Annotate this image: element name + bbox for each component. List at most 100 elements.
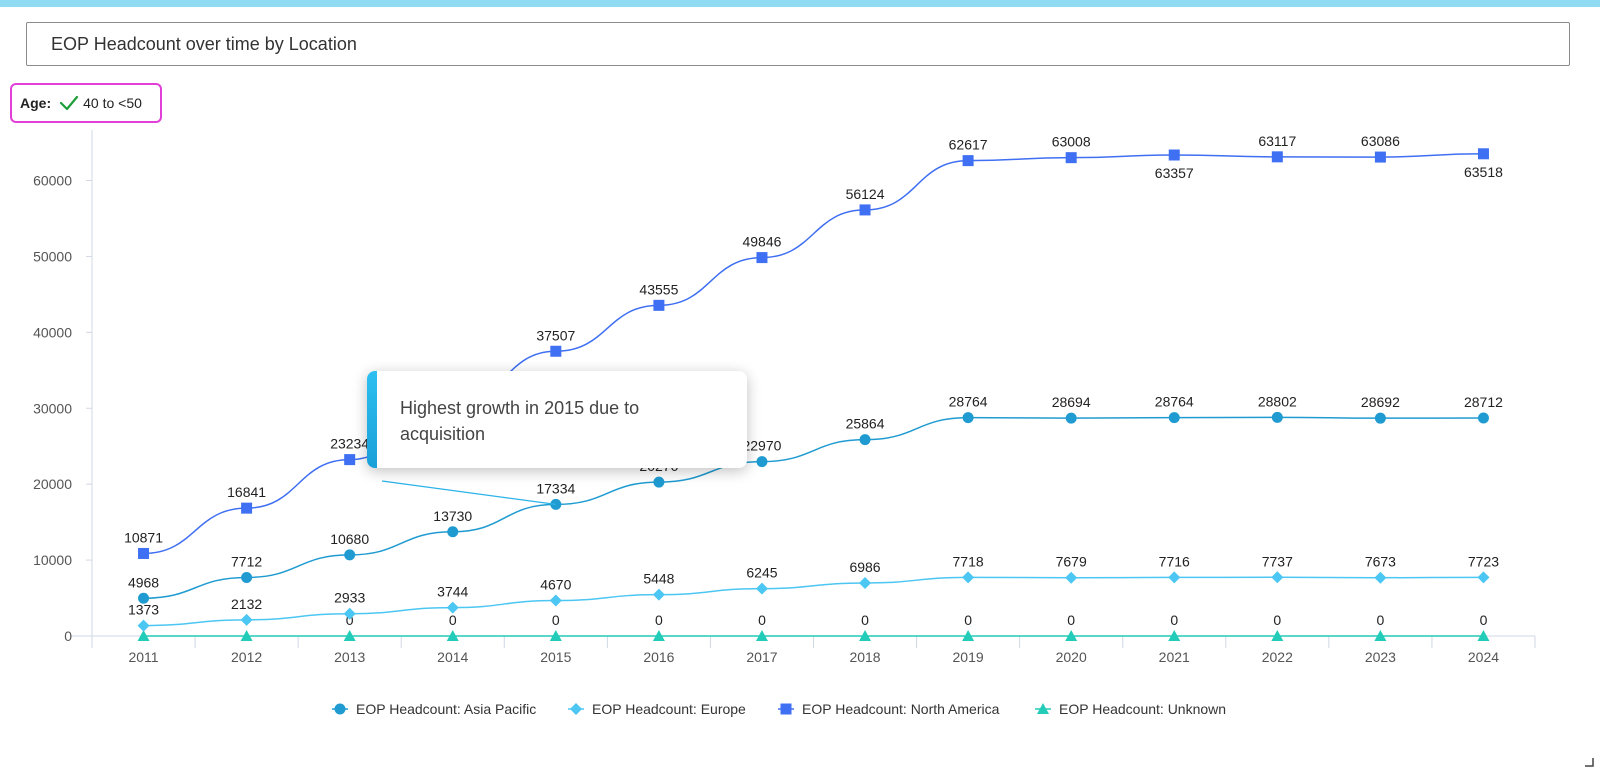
data-point[interactable] (240, 630, 253, 641)
age-filter-chip[interactable]: Age: 40 to <50 (10, 83, 162, 123)
data-point[interactable] (447, 526, 459, 538)
data-point[interactable] (859, 434, 871, 446)
data-point[interactable] (138, 547, 150, 559)
data-label: 49846 (742, 234, 781, 250)
data-point[interactable] (343, 630, 356, 641)
data-label: 13730 (433, 508, 472, 524)
data-label: 63117 (1258, 133, 1296, 149)
data-label: 5448 (643, 571, 674, 587)
data-label: 25864 (846, 416, 885, 432)
data-point[interactable] (962, 412, 974, 424)
data-label: 62617 (949, 137, 988, 153)
resize-handle-icon[interactable] (1584, 757, 1594, 767)
data-point[interactable] (1271, 151, 1283, 163)
data-label: 10680 (330, 531, 369, 547)
series-line-europe (143, 576, 1484, 627)
data-point[interactable] (1477, 571, 1490, 584)
legend-item-label: EOP Headcount: Asia Pacific (356, 701, 536, 717)
data-point[interactable] (446, 630, 459, 641)
data-point[interactable] (137, 630, 150, 641)
data-point[interactable] (1477, 148, 1489, 160)
legend-marker[interactable] (780, 703, 792, 715)
data-point[interactable] (859, 630, 872, 641)
data-label: 28694 (1052, 394, 1091, 410)
data-point[interactable] (1065, 412, 1077, 424)
data-label: 2132 (231, 596, 262, 612)
x-tick-label: 2022 (1262, 649, 1293, 665)
data-point[interactable] (962, 155, 974, 167)
legend-item-label: EOP Headcount: Unknown (1059, 701, 1226, 717)
x-tick-label: 2012 (231, 649, 262, 665)
data-point[interactable] (343, 607, 356, 620)
legend-marker[interactable] (334, 703, 346, 715)
data-point[interactable] (1168, 630, 1181, 641)
data-point[interactable] (1271, 411, 1283, 423)
data-label: 0 (964, 612, 972, 628)
data-label: 7737 (1262, 553, 1293, 569)
data-point[interactable] (549, 630, 562, 641)
data-point[interactable] (550, 345, 562, 357)
data-point[interactable] (962, 630, 975, 641)
legend-marker[interactable] (570, 703, 582, 715)
data-point[interactable] (653, 299, 665, 311)
data-point[interactable] (652, 588, 665, 601)
y-tick-label: 0 (64, 628, 72, 644)
data-point[interactable] (756, 456, 768, 468)
data-point[interactable] (1374, 630, 1387, 641)
data-point[interactable] (138, 592, 150, 604)
data-point[interactable] (549, 594, 562, 607)
data-label: 17334 (536, 480, 575, 496)
data-label: 0 (1067, 612, 1075, 628)
legend-marker[interactable] (1037, 703, 1049, 714)
data-point[interactable] (859, 576, 872, 589)
data-point[interactable] (241, 502, 253, 514)
x-tick-label: 2019 (953, 649, 984, 665)
data-label: 28802 (1258, 393, 1297, 409)
data-label: 37507 (536, 327, 575, 343)
callout-connector (381, 480, 556, 506)
data-label: 63518 (1464, 164, 1503, 180)
data-point[interactable] (1477, 412, 1489, 424)
data-point[interactable] (1374, 151, 1386, 163)
data-label: 4670 (540, 577, 571, 593)
data-point[interactable] (1168, 412, 1180, 424)
data-label: 4968 (128, 574, 159, 590)
data-point[interactable] (446, 601, 459, 614)
checkmark-icon (60, 95, 79, 111)
data-point[interactable] (962, 571, 975, 584)
legend-item-label: EOP Headcount: North America (802, 701, 1000, 717)
data-label: 6245 (746, 565, 777, 581)
data-point[interactable] (1271, 571, 1284, 584)
data-point[interactable] (1168, 571, 1181, 584)
data-point[interactable] (1065, 152, 1077, 164)
chart-title-box: EOP Headcount over time by Location (26, 22, 1570, 66)
data-label: 28712 (1464, 394, 1503, 410)
data-label: 0 (1170, 612, 1178, 628)
data-point[interactable] (1271, 630, 1284, 641)
callout-accent-bar (367, 371, 377, 468)
data-point[interactable] (1374, 412, 1386, 424)
data-point[interactable] (240, 613, 253, 626)
callout-text: Highest growth in 2015 due to acquisitio… (400, 398, 640, 444)
data-point[interactable] (1374, 571, 1387, 584)
data-point[interactable] (1477, 630, 1490, 641)
data-point[interactable] (756, 252, 768, 264)
data-point[interactable] (1065, 571, 1078, 584)
data-point[interactable] (652, 630, 665, 641)
data-point[interactable] (344, 549, 356, 561)
data-point[interactable] (755, 630, 768, 641)
data-point[interactable] (1065, 630, 1078, 641)
data-point[interactable] (344, 454, 356, 466)
data-point[interactable] (137, 619, 150, 632)
data-point[interactable] (755, 582, 768, 595)
data-label: 0 (346, 612, 354, 628)
data-label: 0 (1273, 612, 1281, 628)
data-point[interactable] (241, 571, 253, 583)
top-accent-bar (0, 0, 1600, 7)
data-point[interactable] (859, 204, 871, 216)
data-label: 28764 (949, 394, 988, 410)
data-point[interactable] (653, 476, 665, 488)
data-label: 0 (861, 612, 869, 628)
x-tick-label: 2016 (643, 649, 674, 665)
data-point[interactable] (1168, 149, 1180, 161)
